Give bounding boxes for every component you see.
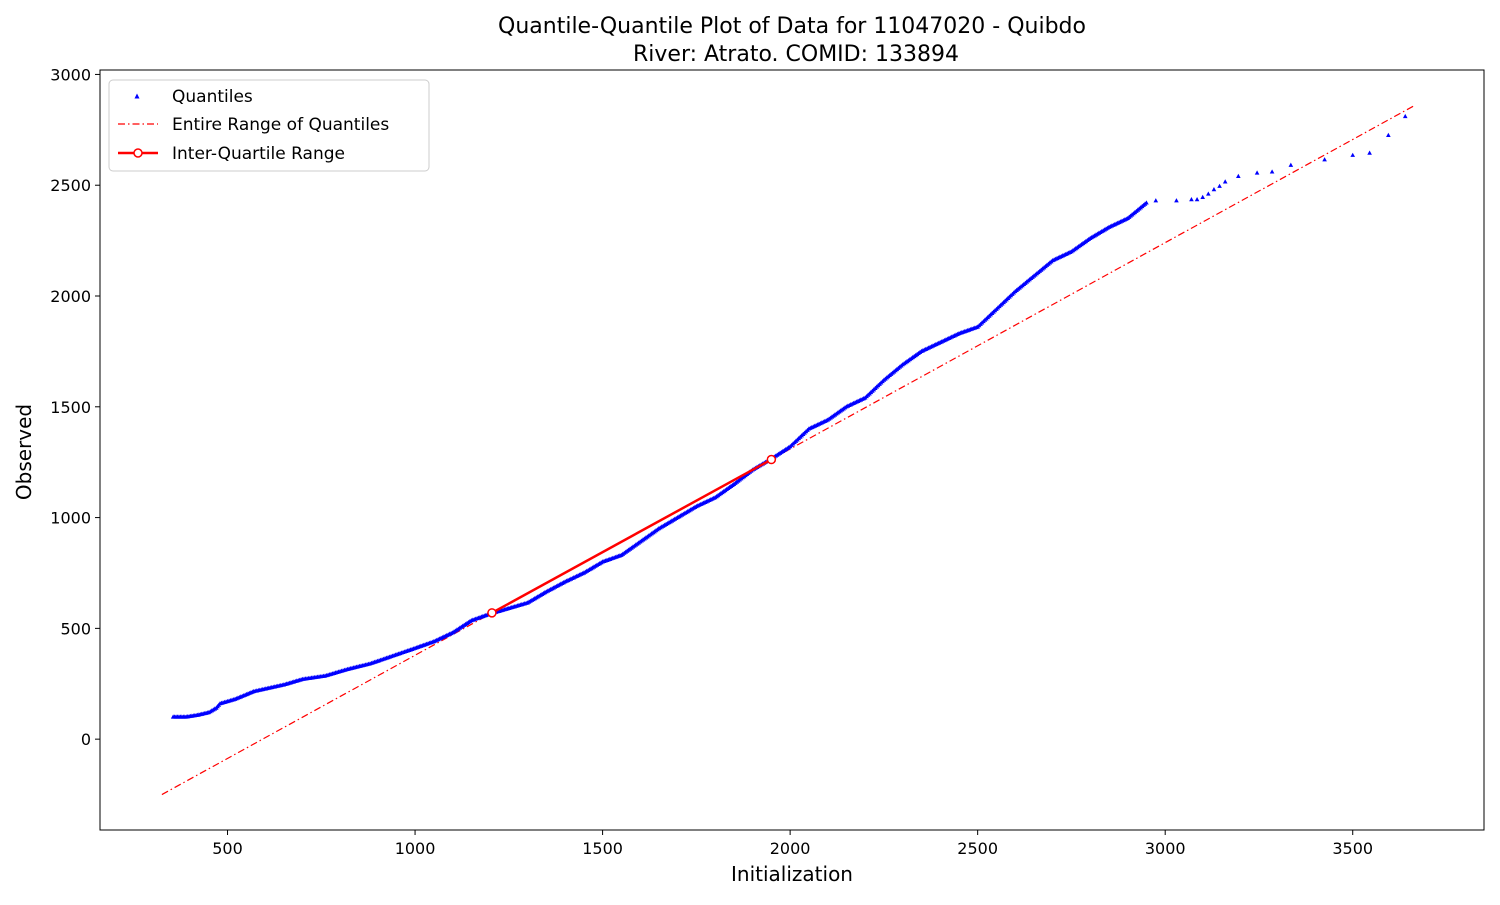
iqr-endpoint-marker: [766, 454, 777, 465]
quantile-point: [1222, 179, 1228, 184]
quantile-point: [1211, 187, 1217, 192]
quantile-point: [1189, 197, 1194, 202]
x-tick-label: 500: [212, 839, 243, 858]
x-axis-label: Initialization: [731, 862, 853, 886]
legend-marker-iqr: [133, 148, 143, 158]
legend-frame: [108, 79, 430, 172]
y-tick-label: 2000: [50, 287, 91, 306]
plot-area: [161, 104, 1415, 796]
quantile-point: [1144, 200, 1149, 205]
legend-label-iqr: Inter-Quartile Range: [172, 144, 345, 164]
y-axis: 0 500 1000 1500 2000 2500 3000: [50, 65, 100, 749]
legend-label-entire-range: Entire Range of Quantiles: [172, 115, 389, 135]
quantile-point: [1153, 198, 1159, 203]
y-tick-label: 2500: [50, 176, 91, 195]
y-tick-label: 500: [60, 619, 91, 638]
quantile-point: [1269, 169, 1275, 174]
chart-title: Quantile-Quantile Plot of Data for 11047…: [498, 14, 1086, 39]
legend: Quantiles Entire Range of Quantiles Inte…: [108, 79, 430, 172]
quantile-point: [1350, 152, 1356, 157]
quantile-point: [1236, 173, 1241, 178]
y-tick-label: 1000: [50, 509, 91, 528]
quantile-point: [1288, 162, 1294, 167]
quantile-point: [1386, 132, 1391, 137]
quantile-point: [1322, 157, 1327, 162]
plot-frame: [99, 69, 1485, 831]
x-tick-label: 1000: [395, 839, 436, 858]
y-tick-label: 0: [81, 730, 91, 749]
x-tick-label: 3000: [1145, 839, 1186, 858]
legend-label-quantiles: Quantiles: [172, 87, 253, 107]
y-axis-label: Observed: [12, 404, 36, 500]
iqr-line: [491, 458, 772, 614]
quantile-point: [1194, 197, 1200, 202]
x-axis: 500 1000 1500 2000 2500 3000 3500: [212, 830, 1373, 858]
legend-marker-quantiles: [134, 93, 140, 99]
x-tick-label: 2500: [957, 839, 998, 858]
quantile-point: [1217, 183, 1222, 188]
chart-subtitle: River: Atrato. COMID: 133894: [633, 42, 959, 67]
y-tick-label: 3000: [50, 65, 91, 84]
quantile-point: [1367, 150, 1372, 155]
quantile-point: [1402, 113, 1408, 119]
x-tick-label: 1500: [582, 839, 623, 858]
iqr-endpoint-marker: [487, 608, 497, 618]
quantile-point: [1200, 194, 1205, 200]
x-tick-label: 2000: [770, 839, 811, 858]
x-tick-label: 3500: [1332, 839, 1373, 858]
y-tick-label: 1500: [50, 398, 91, 417]
quantile-point: [1174, 198, 1179, 203]
quantile-point: [1206, 191, 1211, 196]
quantile-point: [1254, 170, 1260, 175]
